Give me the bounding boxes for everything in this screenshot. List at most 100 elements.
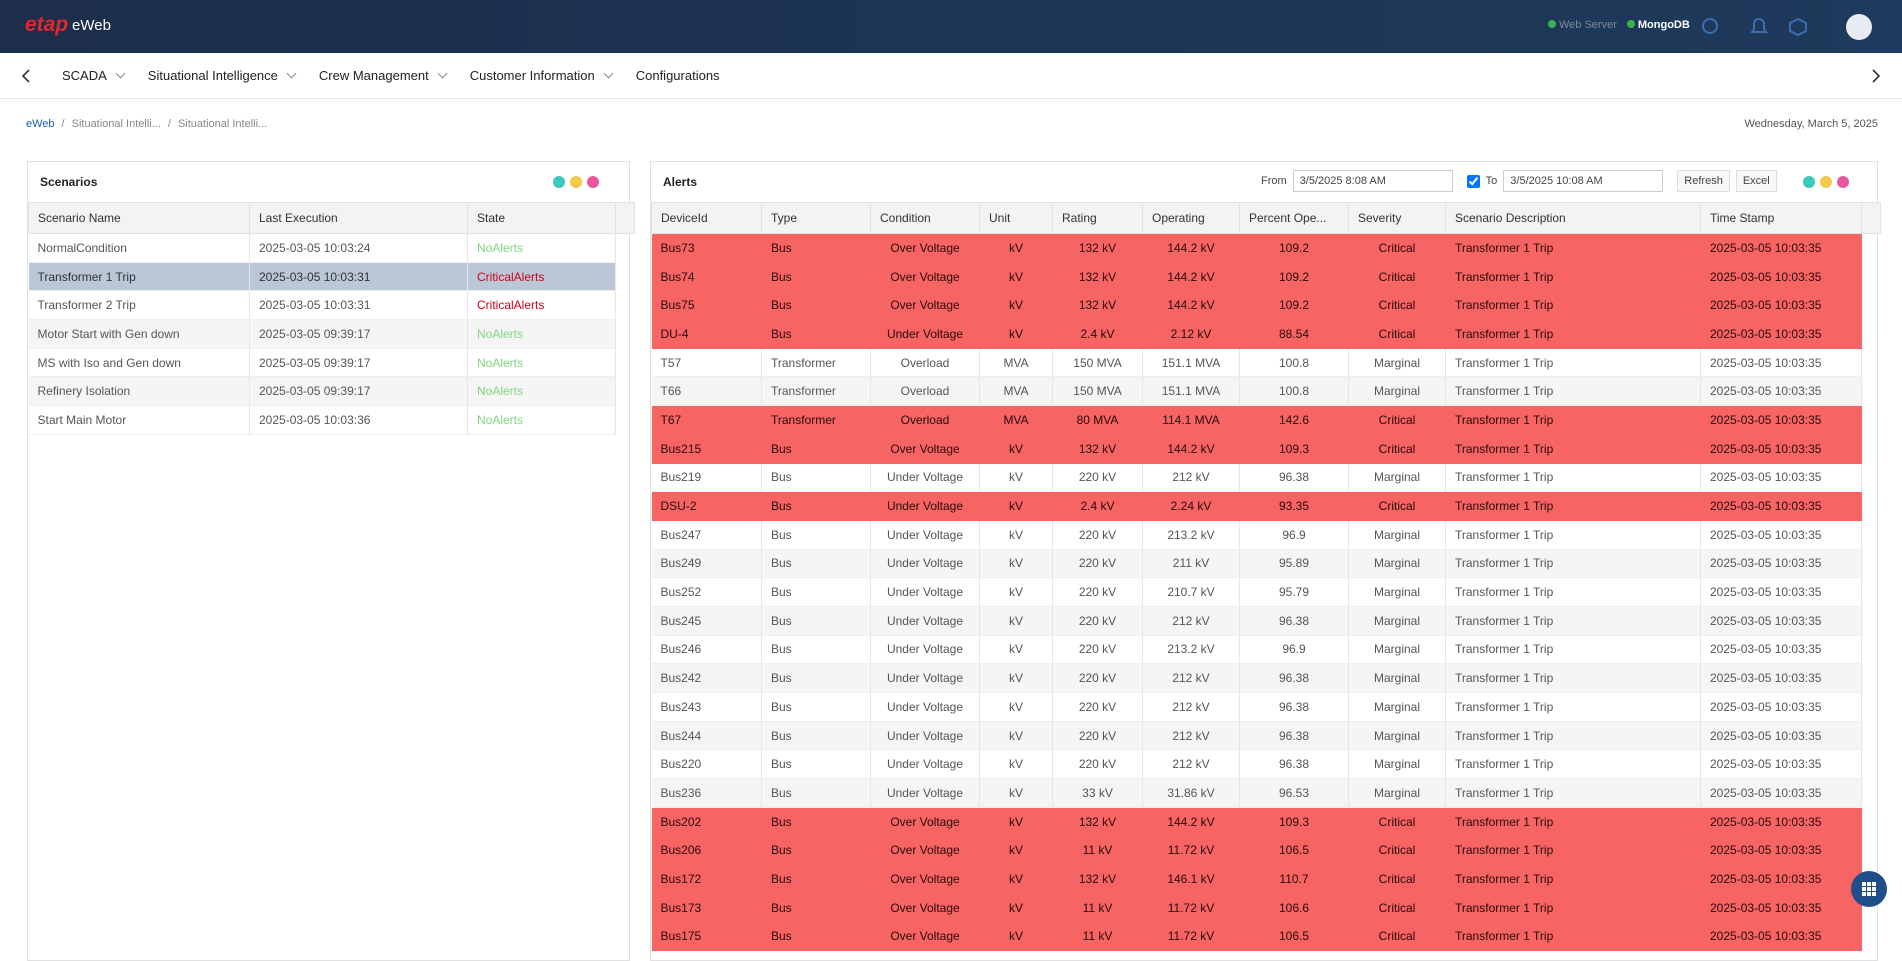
table-row[interactable]: Bus244 Bus Under Voltage kV 220 kV 212 kV 96.3… [651,721,1881,751]
column-header[interactable]: Scenario Name [28,202,250,234]
table-row[interactable]: Bus75 Bus Over Voltage kV 132 kV 144.2 kV 109.… [651,290,1881,321]
table-row[interactable]: Refinery Isolation 2025-03-05 09:39:17 NoA… [28,376,635,407]
column-header[interactable]: Last Execution [249,202,468,234]
cell: Bus75 [651,290,762,321]
cell: Under Voltage [870,463,980,493]
column-header[interactable]: Rating [1052,202,1143,234]
cell: 2025-03-05 10:03:35 [1700,405,1862,435]
cell: kV [979,893,1053,923]
table-row[interactable]: MS with Iso and Gen down 2025-03-05 09:39… [28,348,635,378]
nav-back[interactable] [20,69,32,83]
column-header[interactable]: State [467,202,616,234]
cell: 220 kV [1052,721,1143,751]
cell: 109.2 [1239,290,1349,321]
apps-button[interactable] [1850,870,1888,908]
column-header[interactable]: Condition [870,202,980,234]
logo[interactable]: etap [25,13,69,36]
table-row[interactable]: Bus74 Bus Over Voltage kV 132 kV 144.2 kV 109.… [651,262,1881,292]
table-row[interactable]: Transformer 1 Trip 2025-03-05 10:03:31 Cri… [28,262,635,292]
cell: Transformer 2 Trip [28,290,250,321]
table-row[interactable]: Bus206 Bus Over Voltage kV 11 kV 11.72 kV 106.… [651,835,1881,866]
to-input[interactable]: 3/5/2025 10:08 AM [1503,170,1664,192]
cell: 88.54 [1239,319,1349,349]
cell: 150 MVA [1052,376,1143,407]
cell: Marginal [1348,663,1446,693]
avatar[interactable] [1846,14,1872,40]
nav-forward[interactable] [1870,69,1882,83]
table-row[interactable]: Motor Start with Gen down 2025-03-05 09:3… [28,319,635,349]
table-row[interactable]: T57 Transformer Overload MVA 150 MVA 151.1 MV… [651,348,1881,378]
table-row[interactable]: Bus236 Bus Under Voltage kV 33 kV 31.86 kV 96.… [651,778,1881,808]
table-row[interactable]: Bus252 Bus Under Voltage kV 220 kV 210.7 kV 95… [651,577,1881,607]
table-row[interactable]: Bus219 Bus Under Voltage kV 220 kV 212 kV 96.3… [651,463,1881,493]
nav-item[interactable]: Situational Intelligence [148,68,295,83]
column-header[interactable]: Unit [979,202,1053,234]
cell: Bus [761,262,871,292]
table-row[interactable]: Bus220 Bus Under Voltage kV 220 kV 212 kV 96.3… [651,749,1881,780]
cell: Critical [1348,893,1446,923]
bell-icon[interactable] [1750,18,1768,33]
table-row[interactable]: Bus242 Bus Under Voltage kV 220 kV 212 kV 96.3… [651,663,1881,693]
cell: NoAlerts [467,233,616,263]
table-row[interactable]: T66 Transformer Overload MVA 150 MVA 151.1 MV… [651,376,1881,407]
table-row[interactable]: T67 Transformer Overload MVA 80 MVA 114.1 MVA… [651,405,1881,435]
table-row[interactable]: Bus246 Bus Under Voltage kV 220 kV 213.2 kV 96… [651,635,1881,665]
cell: Transformer 1 Trip [1445,692,1701,722]
table-row[interactable]: DSU-2 Bus Under Voltage kV 2.4 kV 2.24 kV 93.3… [651,491,1881,521]
from-input[interactable]: 3/5/2025 8:08 AM [1292,170,1453,192]
nav-item[interactable]: Crew Management [319,68,446,83]
cell: Marginal [1348,692,1446,722]
cell: 2025-03-05 10:03:35 [1700,491,1862,521]
refresh-button[interactable]: Refresh [1677,170,1730,192]
column-header[interactable]: Operating [1142,202,1240,234]
table-row[interactable]: Bus215 Bus Over Voltage kV 132 kV 144.2 kV 109… [651,434,1881,464]
cell: 2025-03-05 10:03:35 [1700,376,1862,407]
cell: Marginal [1348,549,1446,579]
table-row[interactable]: DU-4 Bus Under Voltage kV 2.4 kV 2.12 kV 88.54… [651,319,1881,349]
cell: kV [979,319,1053,349]
table-row[interactable]: Bus202 Bus Over Voltage kV 132 kV 144.2 kV 109… [651,807,1881,837]
cell: 212 kV [1142,721,1240,751]
settings-icon[interactable] [1702,18,1718,34]
nav-item[interactable]: Customer Information [470,68,612,83]
cell: Bus [761,807,871,837]
table-row[interactable]: Bus173 Bus Over Voltage kV 11 kV 11.72 kV 106.… [651,893,1881,923]
breadcrumb-item[interactable]: Situational Intelli... [71,118,161,130]
breadcrumb-item[interactable]: Situational Intelli... [177,118,268,130]
table-row[interactable]: Start Main Motor 2025-03-05 10:03:36 NoAle… [28,405,635,435]
from-label: From [1261,175,1287,187]
column-header[interactable]: Scenario Description [1445,202,1701,234]
cell: 213.2 kV [1142,520,1240,550]
cell: Under Voltage [870,549,980,579]
table-row[interactable]: Bus245 Bus Under Voltage kV 220 kV 212 kV 96.3… [651,606,1881,636]
cell: Transformer 1 Trip [1445,319,1701,349]
table-row[interactable]: Bus73 Bus Over Voltage kV 132 kV 144.2 kV 109.… [651,233,1881,263]
cell: Bus [761,549,871,579]
cell: MVA [979,348,1053,378]
table-row[interactable]: NormalCondition 2025-03-05 10:03:24 NoAler… [28,233,635,263]
cell: 109.3 [1239,807,1349,837]
cell: Bus175 [651,922,762,952]
to-checkbox[interactable] [1466,174,1480,188]
table-row[interactable]: Bus247 Bus Under Voltage kV 220 kV 213.2 kV 96… [651,520,1881,550]
excel-button[interactable]: Excel [1735,170,1777,192]
column-header[interactable]: Percent Ope... [1239,202,1349,234]
cube-icon[interactable] [1789,17,1807,37]
column-header[interactable]: DeviceId [651,202,762,234]
cell: Marginal [1348,749,1446,780]
table-row[interactable]: Bus175 Bus Over Voltage kV 11 kV 11.72 kV 106.… [651,922,1881,952]
table-row[interactable]: Bus249 Bus Under Voltage kV 220 kV 211 kV 95.8… [651,549,1881,579]
column-header[interactable]: Severity [1348,202,1446,234]
table-row[interactable]: Transformer 2 Trip 2025-03-05 10:03:31 Cri… [28,290,635,321]
table-row[interactable]: Bus243 Bus Under Voltage kV 220 kV 212 kV 96.3… [651,692,1881,722]
cell: 220 kV [1052,577,1143,607]
cell: MVA [979,376,1053,407]
cell: Motor Start with Gen down [28,319,250,349]
table-row[interactable]: Bus172 Bus Over Voltage kV 132 kV 146.1 kV 110… [651,864,1881,894]
column-header[interactable]: Time Stamp [1700,202,1862,234]
cell: 2025-03-05 10:03:35 [1700,778,1862,808]
column-header[interactable]: Type [761,202,871,234]
nav-item[interactable]: SCADA [62,68,124,83]
breadcrumb-item[interactable]: eWeb [26,118,55,130]
nav-item[interactable]: Configurations [635,68,720,83]
